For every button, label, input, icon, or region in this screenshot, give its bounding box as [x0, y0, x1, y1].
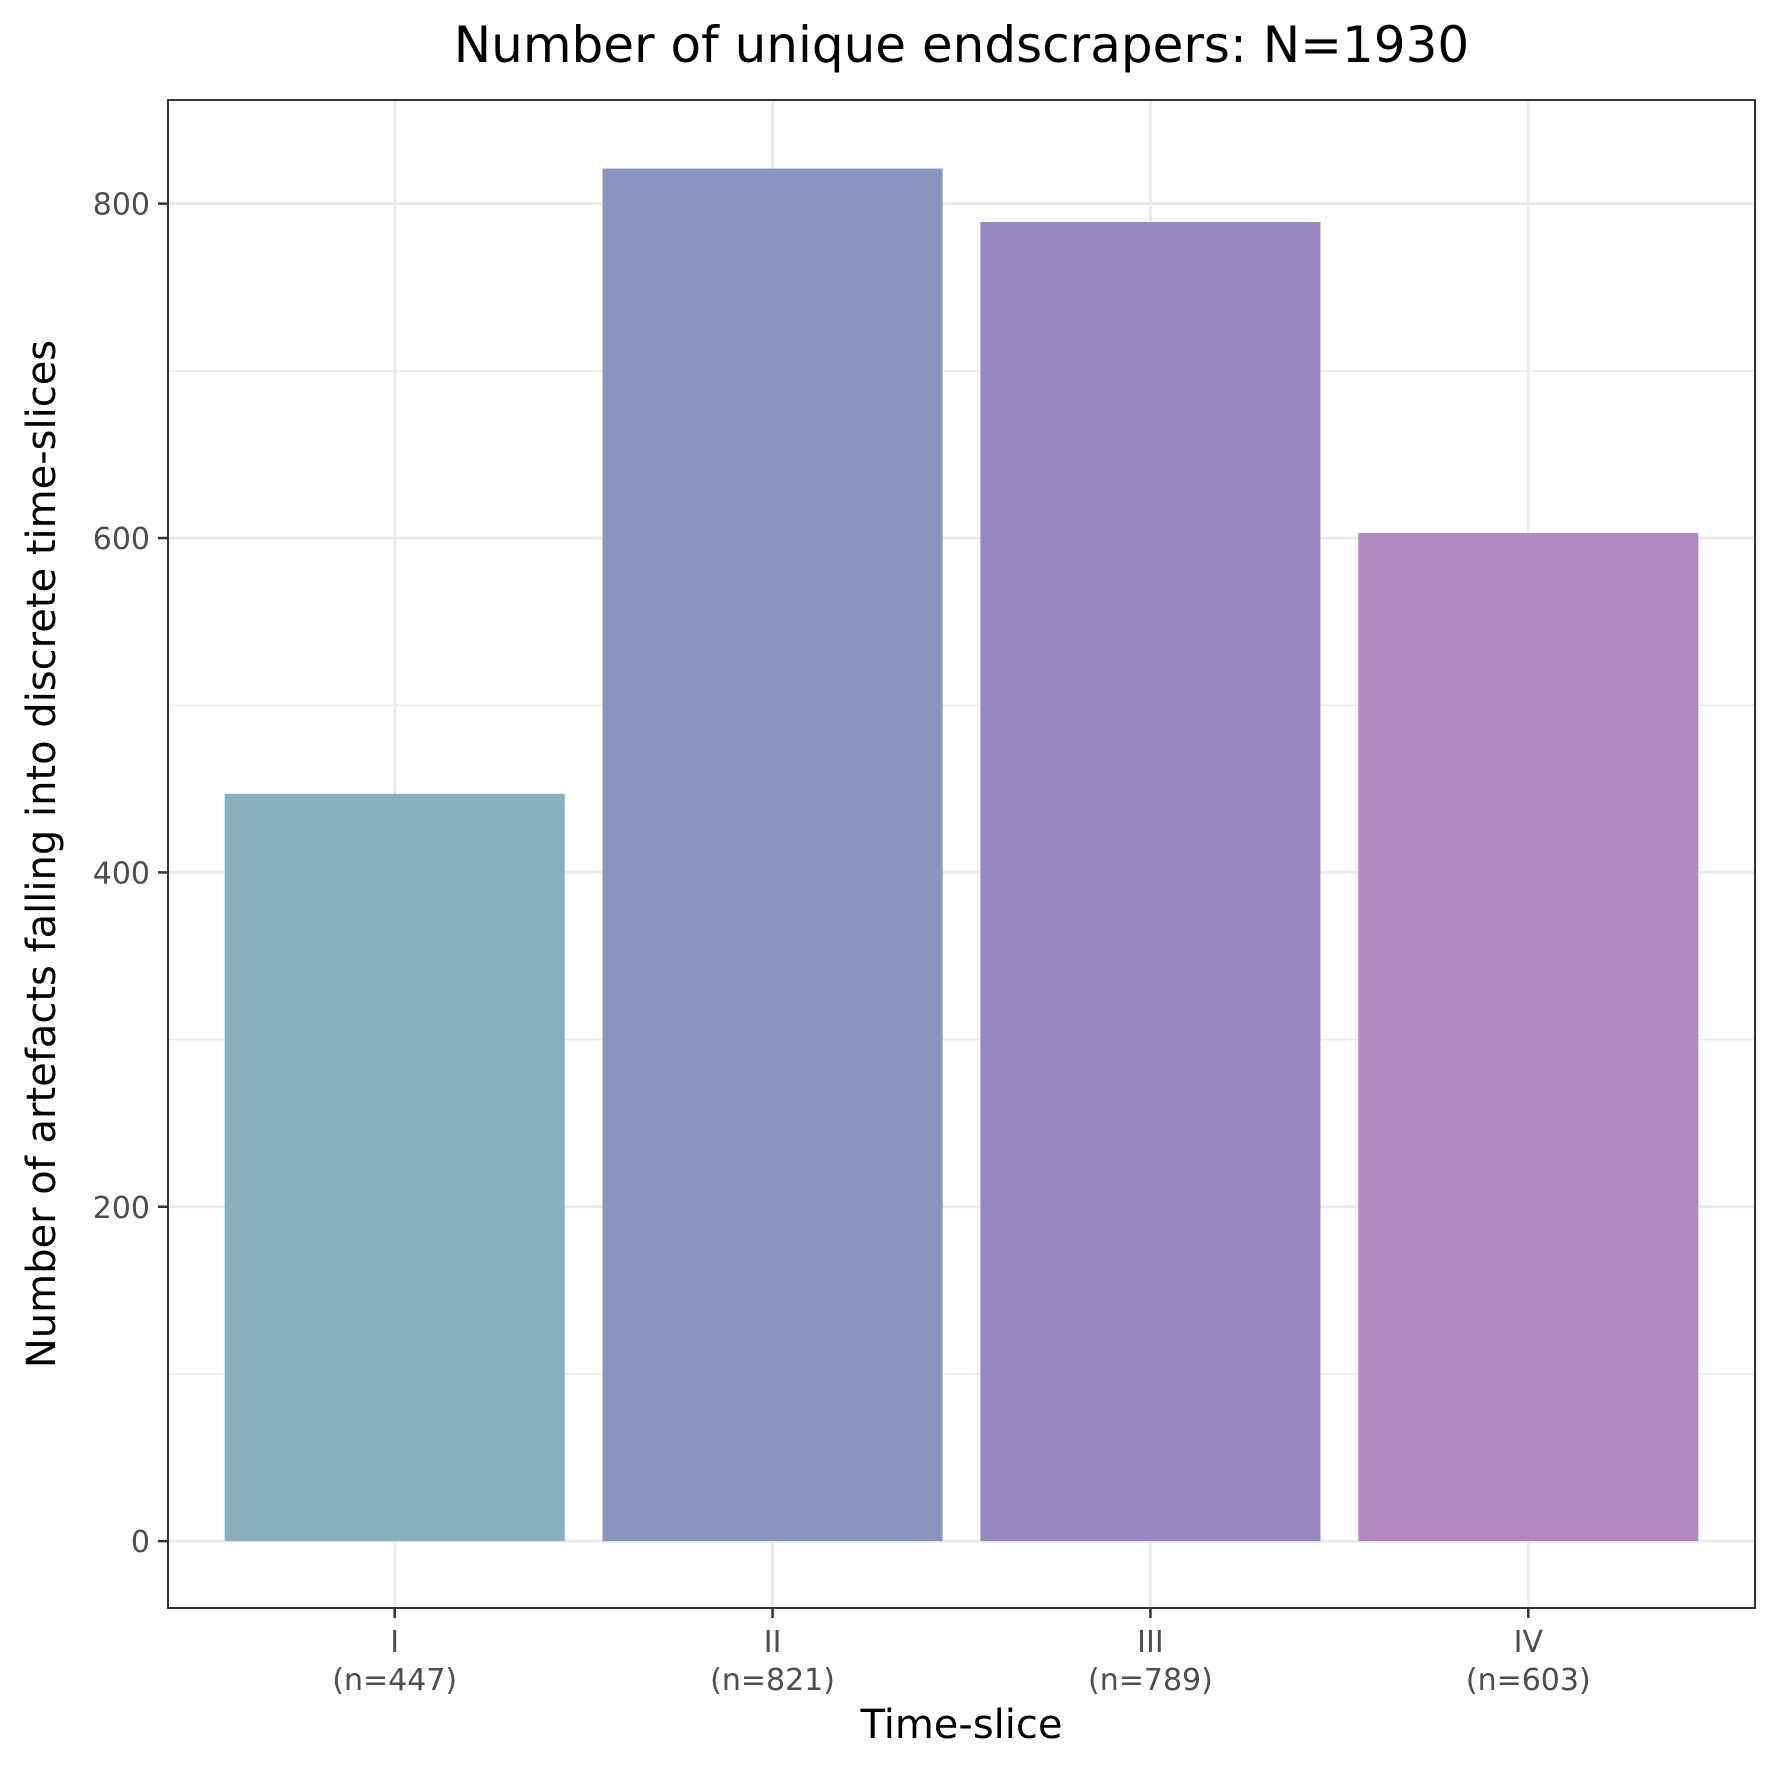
y-tick-label: 800 — [93, 188, 150, 223]
x-tick-label: I — [390, 1625, 399, 1660]
x-tick-label: II — [764, 1625, 782, 1660]
x-tick-sublabel: (n=447) — [332, 1663, 457, 1698]
y-tick-label: 0 — [131, 1525, 150, 1560]
y-tick-label: 400 — [93, 856, 150, 891]
axes: 0 200 400 600 800 I(n=447) II(n=821) III (n=789)… — [93, 188, 1591, 1698]
plot-panel-border — [167, 99, 1756, 1609]
x-axis-title: Time-slice — [860, 1702, 1063, 1748]
x-tick-sublabel: (n=789) — [1088, 1663, 1213, 1698]
x-tick-label: IV — [1514, 1625, 1544, 1660]
x-tick-label: III — [1137, 1625, 1164, 1660]
y-axis-title: Number of artefacts falling into discret… — [19, 340, 65, 1368]
bar-III — [980, 222, 1321, 1542]
chart-title: Number of unique endscrapers: N=1930 — [454, 16, 1470, 74]
y-tick-label: 600 — [93, 522, 150, 557]
bar-I — [224, 793, 565, 1542]
x-tick-sublabel: (n=821) — [710, 1663, 835, 1698]
bar-II — [602, 168, 943, 1542]
y-tick-label: 200 — [93, 1191, 150, 1226]
x-tick-sublabel: (n=603) — [1466, 1663, 1591, 1698]
bars — [224, 168, 1699, 1542]
bar-IV — [1358, 533, 1699, 1542]
